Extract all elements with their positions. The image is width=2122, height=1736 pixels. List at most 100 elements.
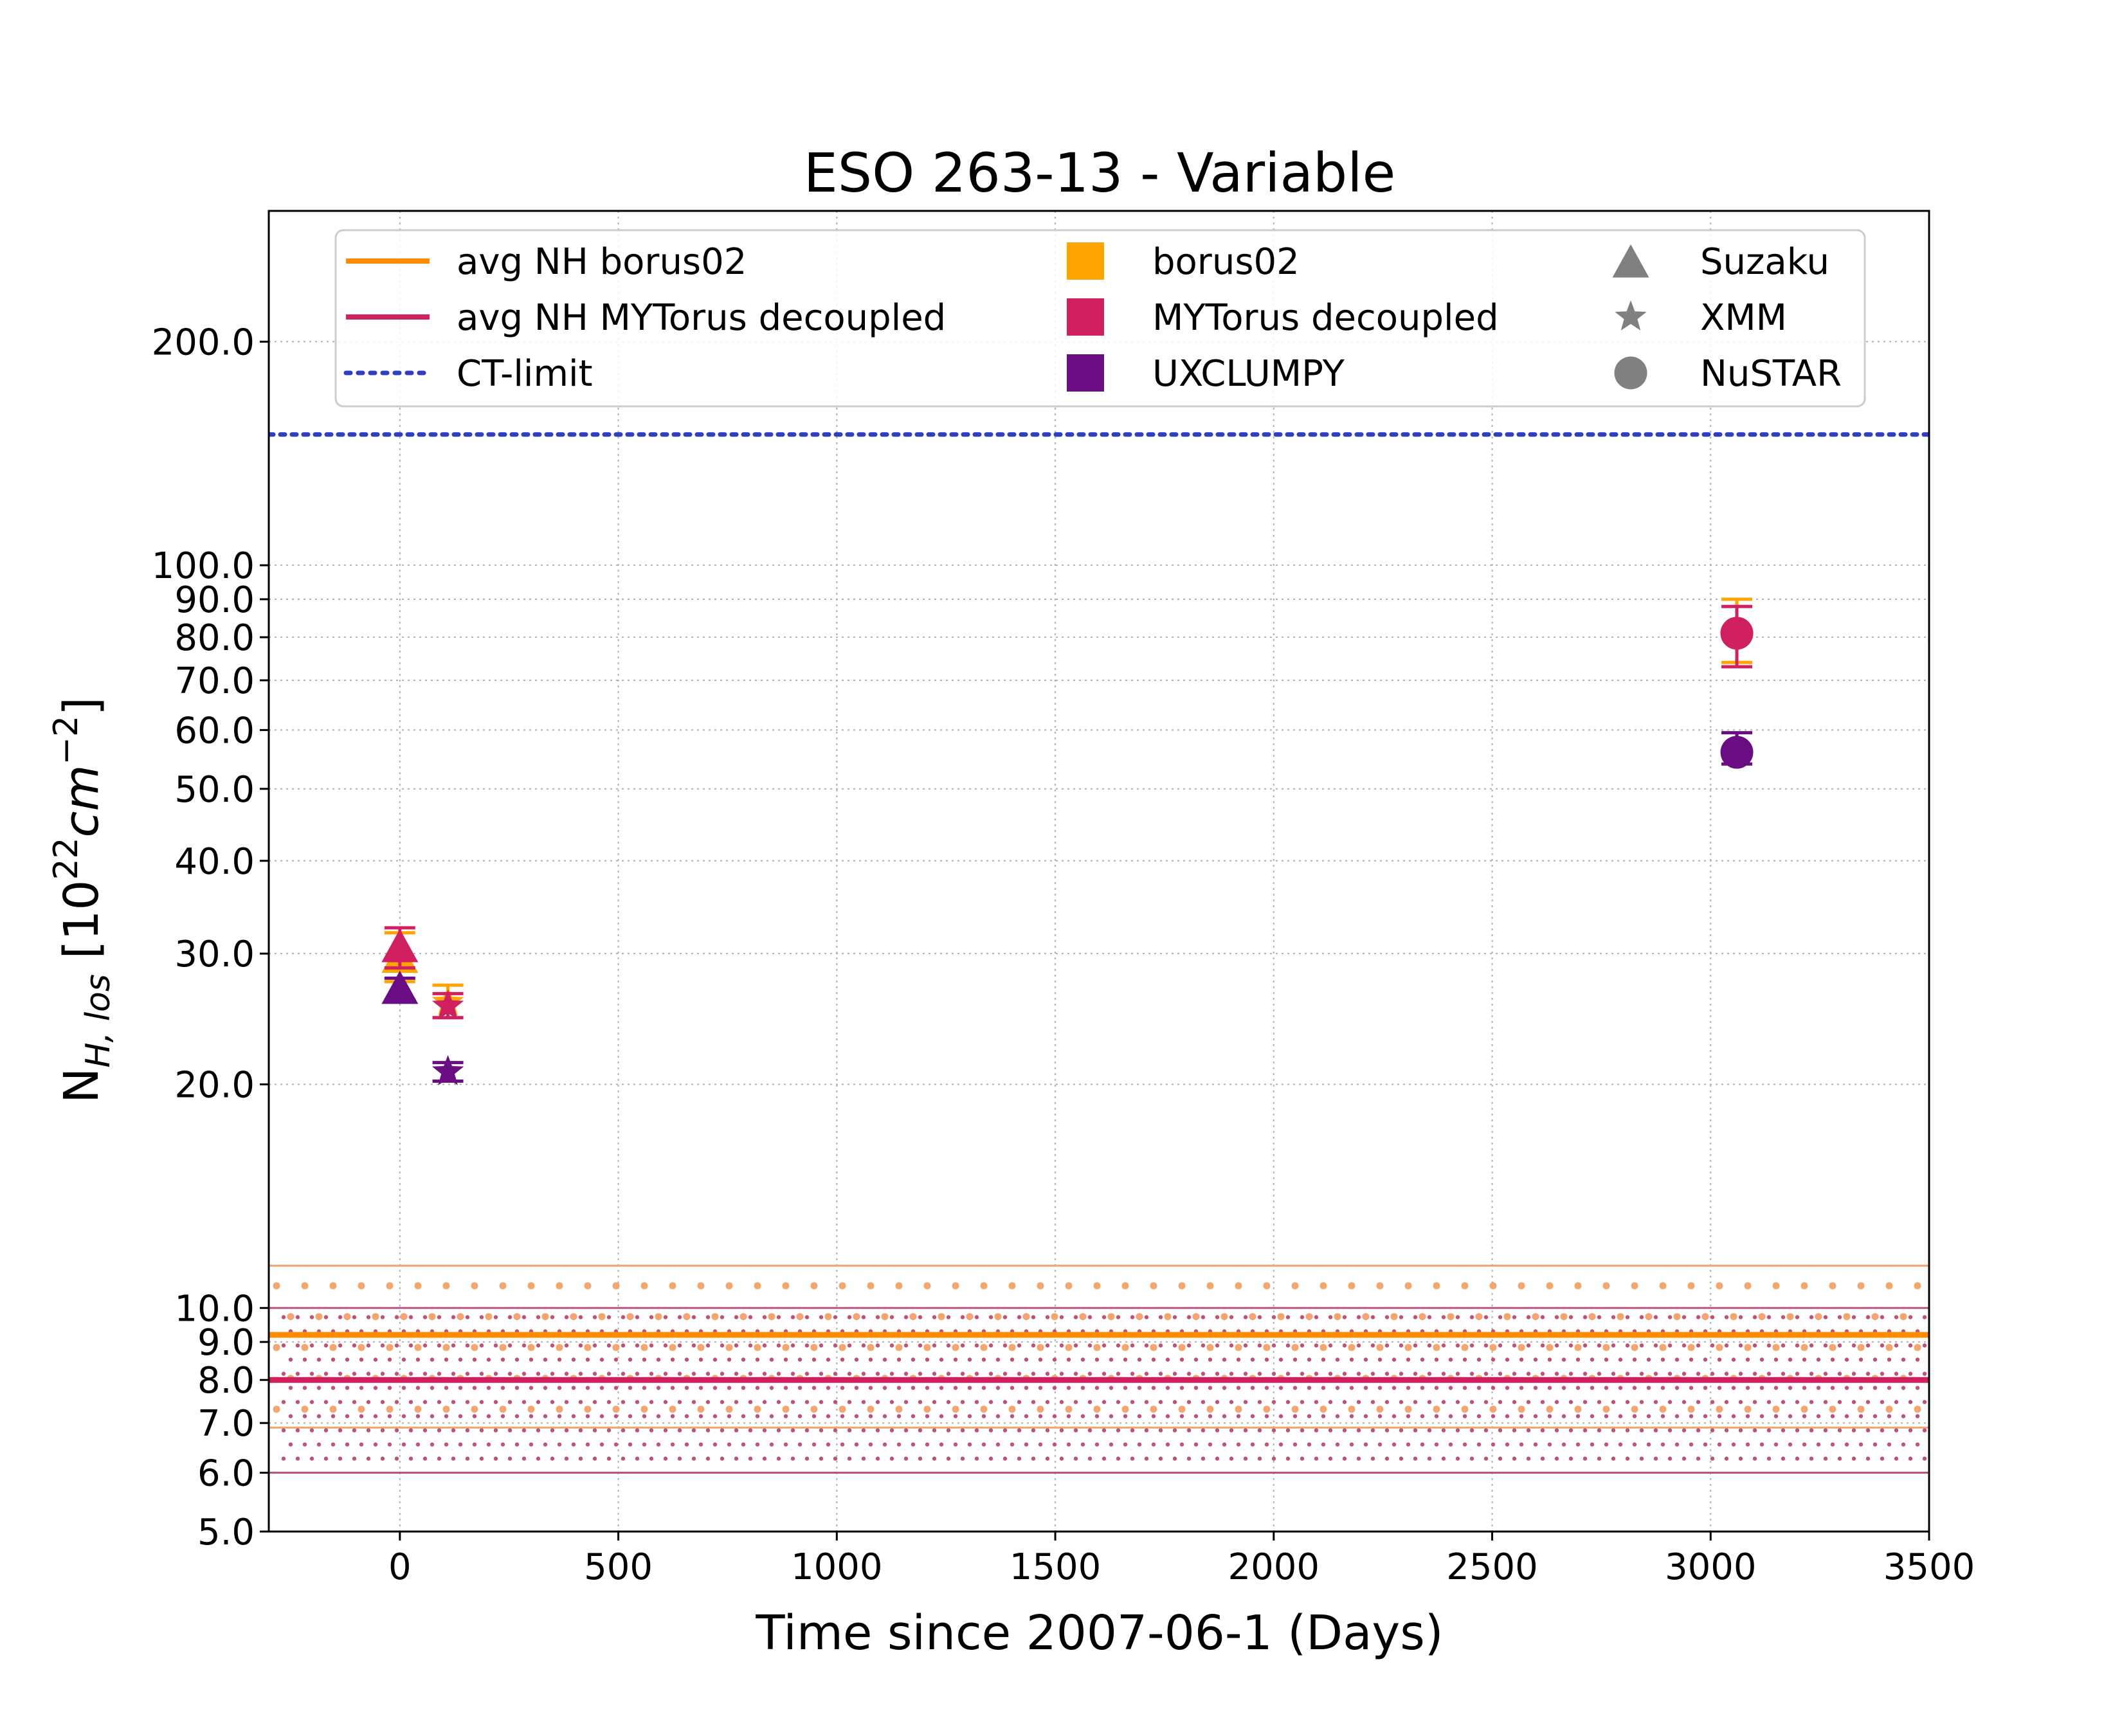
band-hatch-dot bbox=[867, 1282, 875, 1290]
band-hatch-dot bbox=[1611, 1371, 1616, 1376]
band-hatch-dot bbox=[1816, 1414, 1821, 1418]
band-hatch-dot bbox=[500, 1442, 505, 1447]
band-hatch-dot bbox=[1710, 1343, 1715, 1348]
band-hatch-dot bbox=[380, 1428, 385, 1433]
band-hatch-dot bbox=[1037, 1282, 1044, 1290]
band-hatch-dot bbox=[458, 1442, 463, 1447]
band-hatch-dot bbox=[1880, 1343, 1885, 1348]
band-hatch-dot bbox=[1271, 1371, 1276, 1376]
band-hatch-dot bbox=[988, 1343, 993, 1348]
band-hatch-dot bbox=[1880, 1400, 1885, 1404]
band-hatch-dot bbox=[1335, 1386, 1340, 1390]
band-hatch-dot bbox=[854, 1442, 859, 1447]
band-hatch-dot bbox=[1150, 1344, 1157, 1352]
band-hatch-dot bbox=[1102, 1315, 1107, 1319]
band-hatch-dot bbox=[697, 1344, 705, 1352]
y-tick-label: 6.0 bbox=[197, 1453, 255, 1495]
band-hatch-dot bbox=[974, 1428, 979, 1433]
band-hatch-dot bbox=[612, 1344, 620, 1352]
band-hatch-dot bbox=[1914, 1344, 1921, 1352]
band-hatch-dot bbox=[911, 1386, 916, 1390]
band-hatch-dot bbox=[358, 1344, 365, 1352]
band-hatch-dot bbox=[1307, 1386, 1312, 1390]
band-hatch-dot bbox=[592, 1400, 597, 1404]
band-hatch-dot bbox=[1752, 1428, 1757, 1433]
band-hatch-dot bbox=[790, 1343, 795, 1348]
band-hatch-dot bbox=[1384, 1456, 1390, 1461]
band-hatch-dot bbox=[437, 1371, 442, 1376]
band-hatch-dot bbox=[1059, 1456, 1064, 1461]
band-hatch-dot bbox=[1689, 1414, 1694, 1418]
data-point-star bbox=[431, 989, 464, 1020]
band-hatch-dot bbox=[711, 1313, 719, 1321]
data-points bbox=[381, 597, 1754, 1085]
band-hatch-dot bbox=[1178, 1344, 1186, 1352]
band-hatch-dot bbox=[394, 1315, 399, 1319]
band-hatch-dot bbox=[1342, 1371, 1347, 1376]
band-hatch-dot bbox=[408, 1343, 413, 1348]
band-hatch-dot bbox=[819, 1456, 824, 1461]
band-hatch-dot bbox=[903, 1315, 909, 1319]
band-hatch-dot bbox=[1065, 1406, 1073, 1413]
band-hatch-dot bbox=[1582, 1400, 1588, 1404]
band-hatch-dot bbox=[1186, 1315, 1192, 1319]
band-hatch-dot bbox=[444, 1357, 449, 1362]
band-hatch-dot bbox=[1300, 1371, 1305, 1376]
band-hatch-dot bbox=[386, 1406, 394, 1413]
band-hatch-dot bbox=[1582, 1315, 1588, 1319]
band-hatch-dot bbox=[1404, 1282, 1412, 1290]
band-hatch-dot bbox=[882, 1442, 887, 1447]
y-tick-label: 5.0 bbox=[197, 1512, 255, 1553]
band-hatch-dot bbox=[895, 1282, 903, 1290]
band-hatch-dot bbox=[953, 1386, 958, 1390]
band-hatch-dot bbox=[895, 1344, 903, 1352]
band-hatch-dot bbox=[606, 1343, 612, 1348]
band-hatch-dot bbox=[1193, 1414, 1199, 1418]
band-hatch-dot bbox=[896, 1386, 902, 1390]
band-hatch-dot bbox=[1278, 1357, 1283, 1362]
band-hatch-dot bbox=[698, 1414, 703, 1418]
band-hatch-dot bbox=[1328, 1456, 1333, 1461]
band-hatch-dot bbox=[1243, 1343, 1248, 1348]
band-hatch-dot bbox=[1885, 1406, 1893, 1413]
band-hatch-dot bbox=[1235, 1344, 1242, 1352]
band-hatch-dot bbox=[1427, 1315, 1432, 1319]
data-point-circle bbox=[1720, 617, 1754, 650]
band-hatch-dot bbox=[741, 1357, 746, 1362]
band-hatch-dot bbox=[359, 1442, 364, 1447]
band-hatch-dot bbox=[1526, 1400, 1531, 1404]
band-hatch-dot bbox=[309, 1456, 314, 1461]
band-hatch-dot bbox=[621, 1428, 626, 1433]
band-hatch-dot bbox=[960, 1343, 965, 1348]
band-hatch-dot bbox=[909, 1313, 917, 1321]
band-hatch-dot bbox=[1008, 1344, 1016, 1352]
band-hatch-dot bbox=[557, 1357, 562, 1362]
band-hatch-dot bbox=[1483, 1456, 1489, 1461]
band-hatch-dot bbox=[592, 1343, 597, 1348]
band-hatch-dot bbox=[1887, 1386, 1892, 1390]
band-hatch-dot bbox=[640, 1282, 648, 1290]
band-hatch-dot bbox=[1908, 1371, 1913, 1376]
band-hatch-dot bbox=[1080, 1357, 1085, 1362]
band-hatch-dot bbox=[1037, 1344, 1044, 1352]
band-hatch-dot bbox=[1667, 1456, 1673, 1461]
band-hatch-dot bbox=[974, 1371, 979, 1376]
band-hatch-dot bbox=[1682, 1315, 1687, 1319]
band-hatch-dot bbox=[400, 1313, 408, 1321]
band-hatch-dot bbox=[1476, 1414, 1482, 1418]
band-hatch-dot bbox=[1908, 1456, 1913, 1461]
band-hatch-dot bbox=[656, 1442, 661, 1447]
band-hatch-dot bbox=[670, 1442, 675, 1447]
band-hatch-dot bbox=[578, 1343, 583, 1348]
band-hatch-dot bbox=[301, 1406, 309, 1413]
band-hatch-dot bbox=[1022, 1313, 1030, 1321]
band-hatch-dot bbox=[1208, 1386, 1213, 1390]
band-hatch-dot bbox=[670, 1357, 675, 1362]
band-hatch-dot bbox=[712, 1386, 718, 1390]
band-hatch-dot bbox=[1505, 1386, 1510, 1390]
band-hatch-dot bbox=[514, 1386, 520, 1390]
band-hatch-dot bbox=[748, 1371, 753, 1376]
band-hatch-dot bbox=[1087, 1343, 1093, 1348]
band-hatch-dot bbox=[1002, 1456, 1008, 1461]
band-hatch-dot bbox=[1653, 1428, 1658, 1433]
